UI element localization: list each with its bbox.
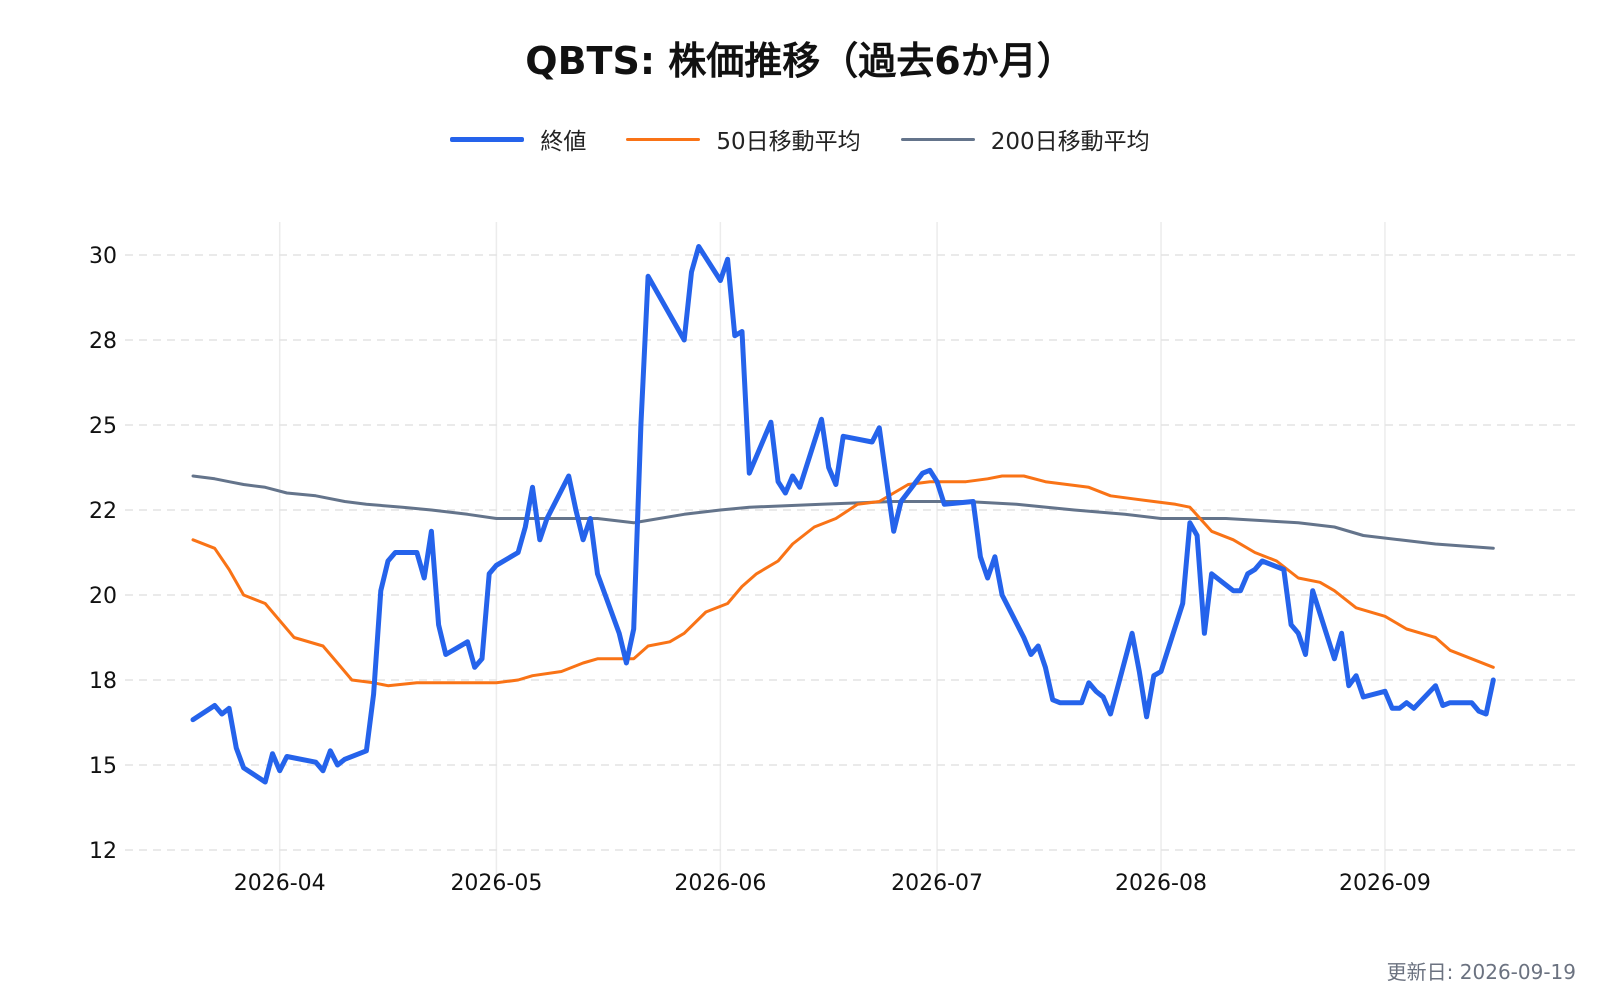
y-tick-label: 28 <box>89 329 117 354</box>
ma200-line <box>191 474 1495 550</box>
x-tick-label: 2026-07 <box>891 871 983 896</box>
axis-layer: 2026-04 2026-05 2026-06 2026-07 2026-08 2026-… <box>89 244 1431 896</box>
legend-label-close: 終値 <box>540 129 587 155</box>
x-tick-label: 2026-06 <box>674 871 766 896</box>
grid-layer <box>125 222 1580 882</box>
updated-date: 更新日: 2026-09-19 <box>1386 960 1576 984</box>
legend-swatch-ma50 <box>626 137 701 141</box>
y-tick-label: 15 <box>89 754 117 779</box>
chart-title: QBTS: 株価推移（過去6か月） <box>525 39 1075 83</box>
x-tick-label: 2026-04 <box>234 871 326 896</box>
legend: 終値 50日移動平均 200日移動平均 <box>0 122 1600 156</box>
close-price-line <box>190 244 1496 785</box>
y-tick-label: 12 <box>89 839 117 864</box>
y-tick-label: 20 <box>89 584 117 609</box>
y-tick-label: 30 <box>89 244 117 269</box>
x-tick-label: 2026-08 <box>1115 871 1207 896</box>
y-tick-label: 18 <box>89 669 117 694</box>
legend-swatch-ma200 <box>900 137 975 141</box>
x-tick-label: 2026-09 <box>1339 871 1431 896</box>
legend-item-ma50[interactable]: 50日移動平均 <box>626 122 861 156</box>
y-tick-label: 22 <box>89 499 117 524</box>
x-tick-label: 2026-05 <box>450 871 542 896</box>
legend-swatch-close <box>450 136 525 142</box>
legend-item-close[interactable]: 終値 <box>450 122 586 156</box>
ma50-line <box>191 474 1495 688</box>
legend-item-ma200[interactable]: 200日移動平均 <box>900 122 1150 156</box>
legend-label-ma200: 200日移動平均 <box>990 129 1150 155</box>
y-tick-label: 25 <box>89 414 117 439</box>
legend-label-ma50: 50日移動平均 <box>716 129 861 155</box>
series-layer <box>190 244 1496 785</box>
